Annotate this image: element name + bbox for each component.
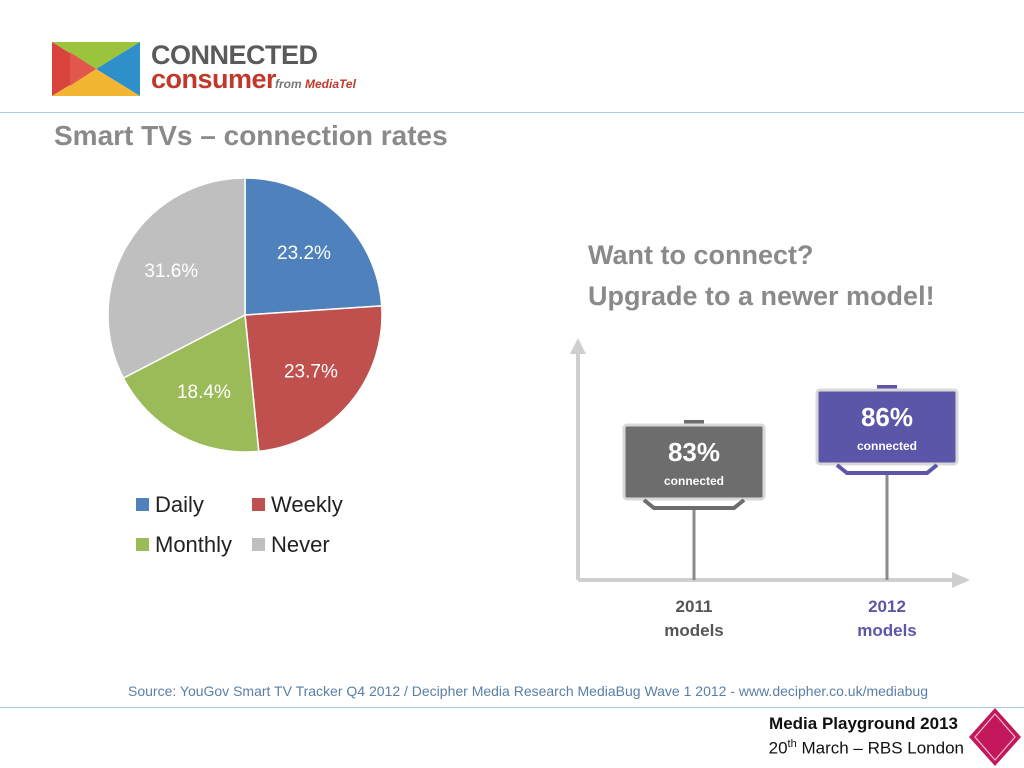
brand-subname: consumer <box>151 64 277 94</box>
brand-attribution: from MediaTel <box>275 77 356 91</box>
event-date: 20th March – RBS London <box>769 738 964 759</box>
pie-data-label-monthly: 18.4% <box>177 382 231 403</box>
tv-2011-screen <box>622 423 766 501</box>
callout-question: Want to connect? <box>588 240 814 270</box>
tv-2011-value: 83% <box>668 437 720 467</box>
pie-data-label-weekly: 23.7% <box>284 362 338 383</box>
source-citation: Source: YouGov Smart TV Tracker Q4 2012 … <box>128 683 928 699</box>
legend-swatch <box>252 498 265 511</box>
event-name: Media Playground 2013 <box>769 714 958 733</box>
pie-slice-monthly <box>122 313 260 453</box>
legend-item-never: Never <box>252 532 330 558</box>
date-rest: March – RBS London <box>796 738 964 758</box>
legend-item-monthly: Monthly <box>136 532 232 558</box>
legend-swatch <box>252 538 265 551</box>
tv-connection-comparison-chart: 83% connected 86% connected 2011 models … <box>570 338 970 640</box>
date-day: 20 <box>768 738 788 758</box>
pie-slice-never <box>107 177 246 380</box>
tv-2011-caption: connected <box>664 474 724 488</box>
tv-2012-camera <box>877 385 897 391</box>
legend-item-daily: Daily <box>136 492 204 518</box>
legend-swatch <box>136 498 149 511</box>
footer-divider <box>0 707 1024 708</box>
legend-label: Monthly <box>155 532 233 557</box>
legend-label: Weekly <box>271 492 343 517</box>
date-suffix: th <box>787 738 797 750</box>
brand-from-text: from <box>275 77 302 91</box>
x-label-2012-year: 2012 <box>868 597 906 616</box>
x-label-2011-word: models <box>664 621 724 640</box>
legend-swatch <box>136 538 149 551</box>
media-playground-badge-icon <box>969 708 1021 766</box>
x-label-2011-year: 2011 <box>676 597 713 616</box>
pie-data-label-daily: 23.2% <box>277 243 331 264</box>
brand-mediatel-text: MediaTel <box>305 77 356 91</box>
header-divider <box>0 112 1024 113</box>
tv-2012-screen <box>815 388 959 466</box>
y-axis-arrow-icon <box>570 338 586 354</box>
callout-statement: Upgrade to a newer model! <box>588 281 935 311</box>
tv-2011-camera <box>684 420 704 426</box>
pie-slice-daily <box>244 177 383 316</box>
tv-2012-stand <box>835 463 939 475</box>
pie-slice-weekly <box>244 305 383 453</box>
connection-frequency-pie-chart: 23.2% 23.7% 18.4% 31.6% <box>107 177 383 453</box>
connected-consumer-logo-icon <box>52 42 140 96</box>
brand-name: CONNECTED <box>151 40 318 70</box>
legend-label: Never <box>271 532 330 557</box>
tv-2012-models: 86% connected <box>815 385 959 580</box>
slide-title: Smart TVs – connection rates <box>54 120 448 151</box>
tv-2011-stand <box>642 498 746 510</box>
tv-2012-caption: connected <box>857 439 917 453</box>
legend-label: Daily <box>155 492 204 517</box>
tv-2012-value: 86% <box>861 402 913 432</box>
legend-item-weekly: Weekly <box>252 492 343 518</box>
tv-2011-models: 83% connected <box>622 420 766 580</box>
x-axis-arrow-icon <box>952 572 970 588</box>
x-label-2012-word: models <box>857 621 917 640</box>
pie-data-label-never: 31.6% <box>144 261 198 282</box>
